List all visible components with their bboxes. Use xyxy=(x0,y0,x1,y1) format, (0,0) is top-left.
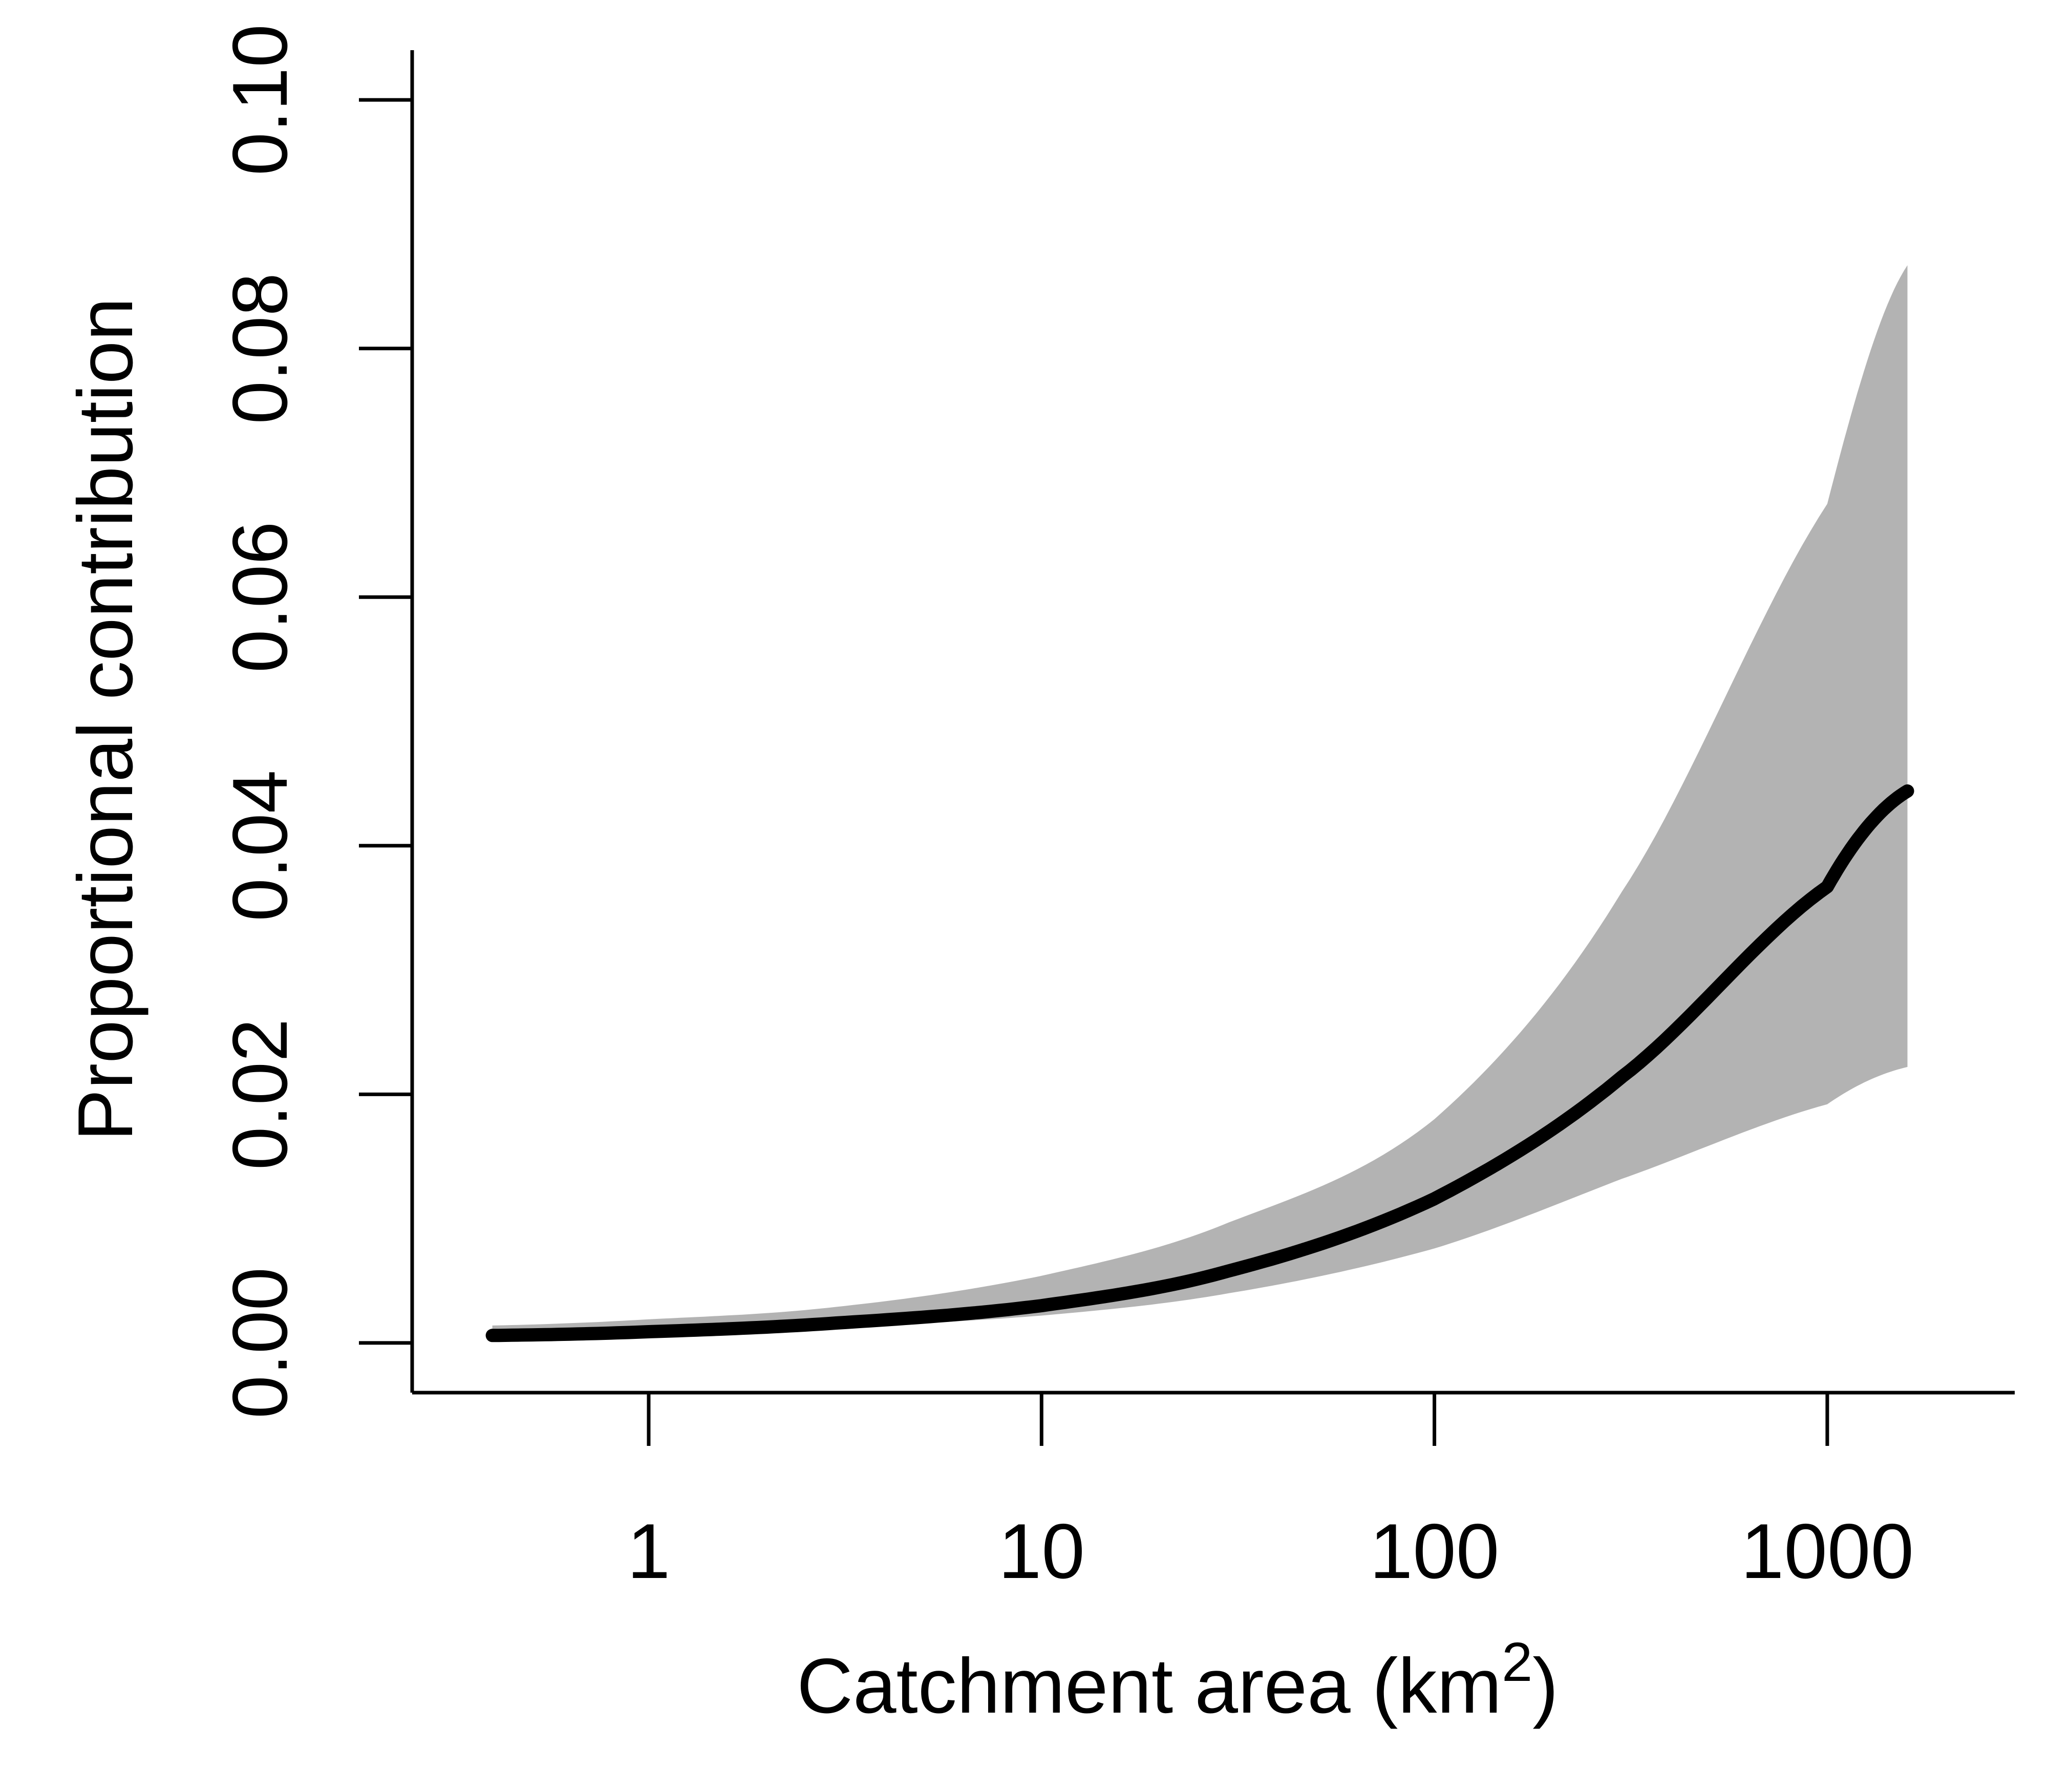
y-tick-label: 0.06 xyxy=(217,521,304,673)
x-axis-title-superscript: 2 xyxy=(1502,1631,1532,1693)
y-tick-label: 0.08 xyxy=(217,273,304,424)
x-tick-label: 1000 xyxy=(1741,1508,1914,1595)
x-axis-ticks: 1 10 100 1000 xyxy=(627,1393,1914,1595)
fitted-line xyxy=(485,784,1914,1342)
y-tick-label: 0.00 xyxy=(217,1267,304,1419)
y-tick-label: 0.04 xyxy=(217,770,304,922)
y-tick-label: 0.10 xyxy=(217,24,304,176)
y-axis-title: Proportional contribution xyxy=(62,297,149,1141)
axes xyxy=(410,50,2015,1395)
x-tick-label: 100 xyxy=(1370,1508,1500,1595)
y-axis-ticks: 0.00 0.02 0.04 0.06 0.08 0.10 xyxy=(217,24,412,1419)
x-tick-label: 1 xyxy=(627,1508,671,1595)
series-line-layer xyxy=(485,784,1914,1342)
confidence-band-layer xyxy=(492,265,1908,1332)
x-axis-title: Catchment area (km2) xyxy=(797,1631,1559,1730)
x-tick-label: 10 xyxy=(998,1508,1085,1595)
confidence-band xyxy=(492,265,1908,1332)
y-tick-label: 0.02 xyxy=(217,1018,304,1170)
